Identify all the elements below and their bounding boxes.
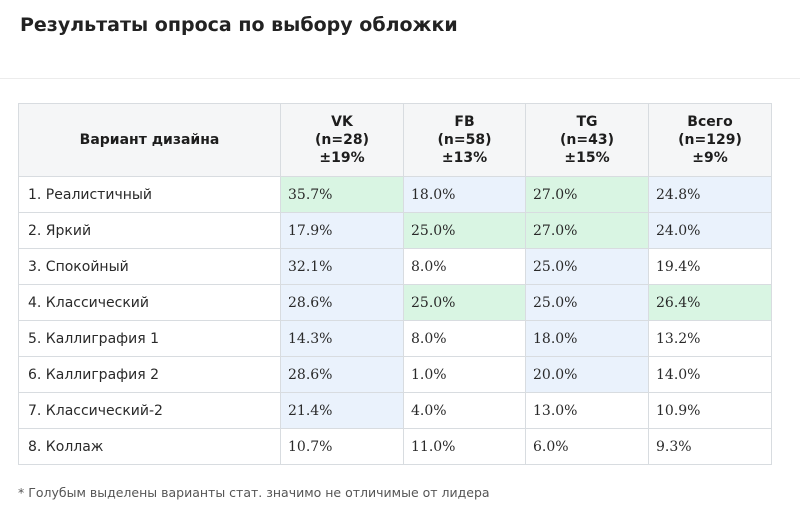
value-cell: 25.0% — [403, 284, 526, 321]
value-cell: 28.6% — [280, 284, 404, 321]
value-cell: 24.8% — [648, 176, 772, 213]
value-cell: 28.6% — [280, 356, 404, 393]
header-line: Вариант дизайна — [79, 132, 220, 148]
value-cell: 25.0% — [525, 284, 649, 321]
value-cell: 6.0% — [525, 428, 649, 465]
header-variant: Вариант дизайна — [18, 103, 281, 177]
header-line: ±15% — [564, 150, 610, 166]
header-tg: TG (n=43) ±15% — [525, 103, 649, 177]
variant-label: 2. Яркий — [18, 212, 281, 249]
table-row: 2. Яркий 17.9% 25.0% 27.0% 24.0% — [18, 212, 772, 249]
value-cell: 1.0% — [403, 356, 526, 393]
header-total: Всего (n=129) ±9% — [648, 103, 772, 177]
table-row: 8. Коллаж 10.7% 11.0% 6.0% 9.3% — [18, 428, 772, 465]
page-title: Результаты опроса по выбору обложки — [20, 14, 458, 36]
table-row: 3. Спокойный 32.1% 8.0% 25.0% 19.4% — [18, 248, 772, 285]
header-line: ±19% — [319, 150, 365, 166]
value-cell: 20.0% — [525, 356, 649, 393]
value-cell: 13.2% — [648, 320, 772, 357]
variant-label: 8. Коллаж — [18, 428, 281, 465]
table-row: 4. Классический 28.6% 25.0% 25.0% 26.4% — [18, 284, 772, 321]
table-row: 6. Каллиграфия 2 28.6% 1.0% 20.0% 14.0% — [18, 356, 772, 393]
value-cell: 14.3% — [280, 320, 404, 357]
value-cell: 24.0% — [648, 212, 772, 249]
variant-label: 1. Реалистичный — [18, 176, 281, 213]
header-vk: VK (n=28) ±19% — [280, 103, 404, 177]
table-body: 1. Реалистичный 35.7% 18.0% 27.0% 24.8% 2. Яр… — [18, 176, 772, 465]
header-line: FB — [454, 114, 475, 130]
value-cell: 25.0% — [525, 248, 649, 285]
value-cell: 18.0% — [403, 176, 526, 213]
value-cell: 25.0% — [403, 212, 526, 249]
header-line: Всего — [687, 114, 733, 130]
value-cell: 4.0% — [403, 392, 526, 429]
header-line: ±9% — [692, 150, 728, 166]
value-cell: 32.1% — [280, 248, 404, 285]
value-cell: 11.0% — [403, 428, 526, 465]
variant-label: 7. Классический-2 — [18, 392, 281, 429]
variant-label: 6. Каллиграфия 2 — [18, 356, 281, 393]
header-line: ±13% — [441, 150, 488, 166]
value-cell: 10.9% — [648, 392, 772, 429]
table-row: 1. Реалистичный 35.7% 18.0% 27.0% 24.8% — [18, 176, 772, 213]
header-line: TG — [576, 114, 598, 130]
header-row: Вариант дизайна VK (n=28) ±19% FB (n=58) ±13% T… — [18, 103, 772, 177]
value-cell: 19.4% — [648, 248, 772, 285]
value-cell: 26.4% — [648, 284, 772, 321]
value-cell: 18.0% — [525, 320, 649, 357]
header-line: (n=129) — [678, 132, 742, 148]
variant-label: 3. Спокойный — [18, 248, 281, 285]
variant-label: 4. Классический — [18, 284, 281, 321]
value-cell: 8.0% — [403, 248, 526, 285]
header-line: (n=43) — [560, 132, 614, 148]
value-cell: 27.0% — [525, 212, 649, 249]
value-cell: 21.4% — [280, 392, 404, 429]
value-cell: 14.0% — [648, 356, 772, 393]
header-line: (n=28) — [315, 132, 369, 148]
table-row: 5. Каллиграфия 1 14.3% 8.0% 18.0% 13.2% — [18, 320, 772, 357]
results-table: Вариант дизайна VK (n=28) ±19% FB (n=58) ±13% T… — [18, 103, 772, 465]
title-divider — [0, 78, 800, 79]
value-cell: 9.3% — [648, 428, 772, 465]
header-line: VK — [331, 114, 353, 130]
footnote: * Голубым выделены варианты стат. значим… — [18, 485, 490, 500]
value-cell: 10.7% — [280, 428, 404, 465]
value-cell: 27.0% — [525, 176, 649, 213]
header-fb: FB (n=58) ±13% — [403, 103, 526, 177]
table-row: 7. Классический-2 21.4% 4.0% 13.0% 10.9% — [18, 392, 772, 429]
value-cell: 8.0% — [403, 320, 526, 357]
value-cell: 13.0% — [525, 392, 649, 429]
variant-label: 5. Каллиграфия 1 — [18, 320, 281, 357]
header-line: (n=58) — [437, 132, 492, 148]
value-cell: 17.9% — [280, 212, 404, 249]
value-cell: 35.7% — [280, 176, 404, 213]
